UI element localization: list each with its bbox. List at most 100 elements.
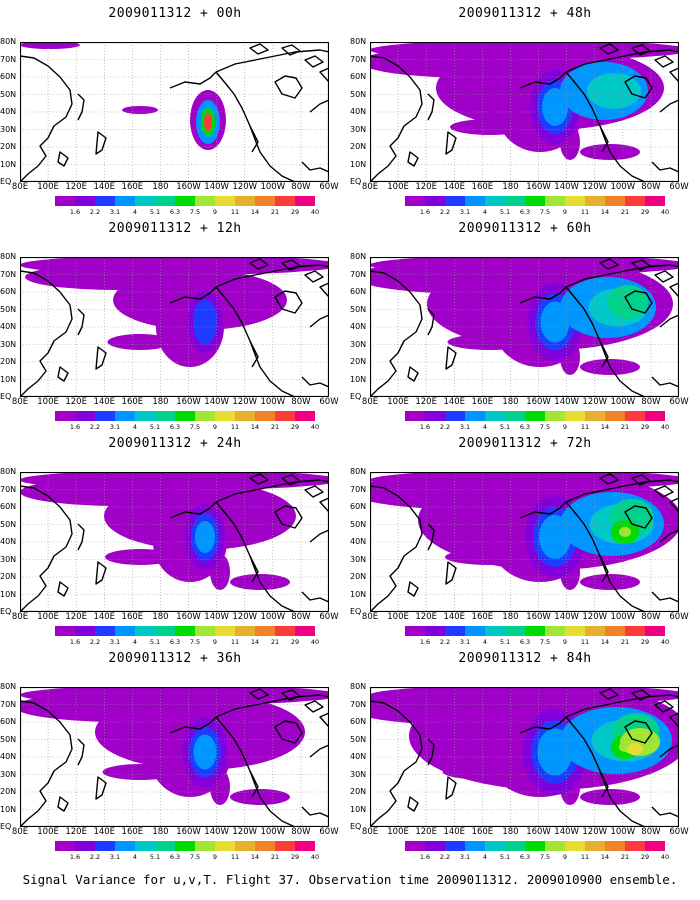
colorbar-swatch bbox=[155, 626, 175, 636]
island bbox=[281, 44, 301, 56]
coastline bbox=[659, 99, 679, 113]
island bbox=[304, 485, 324, 498]
longitude-label: 80W bbox=[641, 612, 661, 622]
colorbar-label: 6.3 bbox=[169, 423, 181, 431]
longitude-label: 180 bbox=[502, 612, 519, 622]
colorbar-label: 11 bbox=[580, 423, 590, 431]
colorbar-label: 21 bbox=[620, 423, 630, 431]
colorbar-label: 6.3 bbox=[169, 853, 181, 861]
colorbar-label: 2.2 bbox=[89, 638, 101, 646]
map-panel: 2009011312 + 00h 80N 70N 60N 50N 40N 30N 20N 10N… bbox=[0, 0, 350, 216]
variance-map bbox=[370, 42, 679, 182]
map-panel: 2009011312 + 48h 80N 70N 60N 50N 40N 30N 20N 10N… bbox=[350, 0, 700, 216]
latitude-label: 30N bbox=[0, 339, 17, 349]
island bbox=[631, 689, 651, 701]
colorbar-label: 9 bbox=[212, 638, 218, 646]
coastline bbox=[215, 49, 329, 73]
colorbar-label: 11 bbox=[230, 638, 240, 646]
longitude-label: 120W bbox=[232, 182, 258, 192]
longitude-label: 100W bbox=[610, 612, 636, 622]
colorbar-label: 5.1 bbox=[499, 208, 511, 216]
colorbar-label: 6.3 bbox=[519, 208, 531, 216]
longitude-label: 120E bbox=[65, 827, 87, 837]
colorbar-label: 21 bbox=[270, 208, 280, 216]
map-frame bbox=[20, 257, 329, 397]
coastline bbox=[309, 529, 329, 543]
coastline bbox=[215, 286, 296, 397]
colorbar-swatch bbox=[275, 626, 295, 636]
longitude-label: 100E bbox=[37, 827, 59, 837]
colorbar-label: 4 bbox=[482, 853, 488, 861]
colorbar-swatch bbox=[565, 411, 585, 421]
longitude-label: 140W bbox=[554, 612, 579, 622]
colorbar-swatch bbox=[55, 411, 75, 421]
coastlines bbox=[20, 43, 329, 182]
coastline bbox=[407, 581, 419, 597]
latitude-label: 70N bbox=[350, 269, 367, 279]
colorbar-label: 4 bbox=[132, 853, 138, 861]
coastline bbox=[565, 716, 646, 827]
colorbar-swatch bbox=[585, 841, 605, 851]
colorbar-swatch bbox=[445, 196, 465, 206]
colorbar-swatch bbox=[545, 626, 565, 636]
colorbar-label: 21 bbox=[620, 208, 630, 216]
panel-title: 2009011312 + 60h bbox=[458, 221, 592, 236]
latitude-label: 10N bbox=[350, 589, 367, 599]
colorbar-swatch bbox=[645, 841, 665, 851]
colorbar-swatch bbox=[645, 411, 665, 421]
coastline bbox=[274, 720, 303, 744]
colorbar-swatch bbox=[585, 411, 605, 421]
variance-map bbox=[20, 687, 329, 827]
island bbox=[654, 270, 674, 283]
island bbox=[654, 55, 674, 68]
latitude-label: 50N bbox=[350, 304, 367, 314]
colorbar-swatch bbox=[215, 196, 235, 206]
latitude-label: 40N bbox=[0, 107, 17, 116]
latitude-label: 40N bbox=[0, 537, 17, 546]
longitude-label: 160W bbox=[526, 182, 551, 192]
coastline bbox=[519, 716, 567, 734]
longitude-label: 80W bbox=[641, 827, 661, 837]
longitude-label: 80E bbox=[361, 397, 379, 407]
colorbar-swatch bbox=[485, 626, 505, 636]
figure-caption: Signal Variance for u,v,T. Flight 37. Ob… bbox=[22, 872, 678, 887]
latitude-label: 60N bbox=[0, 287, 17, 296]
variance-contour bbox=[445, 549, 535, 565]
longitude-label: 120E bbox=[65, 182, 87, 192]
colorbar-swatch bbox=[55, 196, 75, 206]
island bbox=[669, 497, 679, 513]
longitude-label: 140W bbox=[204, 827, 229, 837]
island bbox=[249, 43, 269, 55]
coastline bbox=[407, 796, 419, 812]
graticule bbox=[20, 42, 329, 182]
panel-title: 2009011312 + 48h bbox=[458, 6, 592, 21]
colorbar-swatch bbox=[195, 841, 215, 851]
longitude-label: 180 bbox=[152, 612, 169, 622]
colorbar-swatch bbox=[155, 411, 175, 421]
longitude-label: 80W bbox=[291, 397, 311, 407]
latitude-label: 30N bbox=[0, 554, 17, 564]
colorbar-swatch bbox=[485, 841, 505, 851]
coastline bbox=[519, 501, 567, 519]
longitude-label: 120E bbox=[415, 182, 437, 192]
longitude-label: 160E bbox=[121, 182, 144, 192]
latitude-label: EQ bbox=[0, 607, 12, 616]
latitude-label: 50N bbox=[0, 304, 17, 314]
latitude-label: 80N bbox=[350, 682, 367, 691]
latitude-label: 40N bbox=[350, 107, 367, 116]
colorbar-swatch bbox=[505, 196, 525, 206]
map-frame bbox=[370, 257, 679, 397]
island bbox=[281, 474, 301, 486]
variance-contour bbox=[105, 549, 175, 565]
longitude-label: 80W bbox=[641, 182, 661, 192]
longitude-label: 60W bbox=[319, 397, 339, 407]
colorbar-label: 1.6 bbox=[419, 423, 431, 431]
latitude-label: EQ bbox=[350, 822, 362, 831]
island bbox=[249, 258, 269, 270]
colorbar-swatch bbox=[605, 841, 625, 851]
colorbar-swatch bbox=[195, 411, 215, 421]
latitude-label: 10N bbox=[350, 374, 367, 384]
coastline bbox=[624, 505, 653, 529]
coastline bbox=[301, 376, 329, 388]
coastline bbox=[651, 161, 679, 173]
